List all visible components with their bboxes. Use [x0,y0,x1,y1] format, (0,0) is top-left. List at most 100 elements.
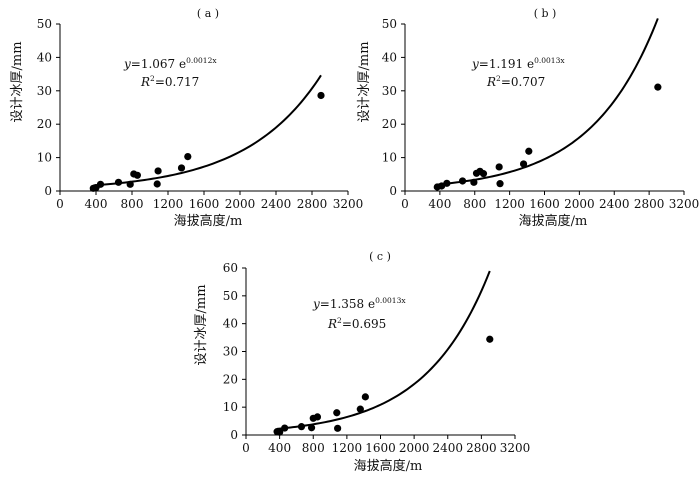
y-tick-label: 50 [37,17,52,31]
x-tick-label: 2000 [225,197,256,211]
x-tick-label: 1600 [529,197,560,211]
data-point [317,91,325,100]
y-tick-label: 10 [223,400,238,414]
panel-a-label: ( a ) [197,7,219,20]
panel-c-r-squared: R2=0.695 [327,316,386,331]
data-point [96,180,105,188]
x-tick-label: 2400 [261,197,292,211]
panel-c-points [273,335,494,436]
x-tick-label: 800 [302,441,325,455]
panel-b-y-axis-label: 设计冰厚/mm [357,41,372,122]
panel-b-r-squared: R2=0.707 [486,74,545,89]
panel-a-y-tick-labels: 0 10 20 30 40 50 [37,17,52,198]
data-point [177,164,186,172]
panel-c-equation: y=1.358 e0.0013x [312,296,406,311]
data-point [154,167,162,175]
panel-b: ( b ) 0 10 20 30 40 50 0 400 800 1200 1600 2000 240… [357,7,699,229]
x-tick-label: 1600 [189,197,220,211]
data-point [479,170,488,178]
data-point [307,424,316,432]
data-point [153,180,161,188]
y-tick-label: 50 [223,289,238,303]
data-point [126,180,134,188]
panel-b-points [433,83,662,191]
y-tick-label: 60 [223,261,238,275]
data-point [654,83,662,91]
panel-b-x-axis-label: 海拔高度/m [519,213,588,229]
y-tick-label: 30 [223,345,238,359]
data-point [276,428,284,436]
data-point [458,177,467,185]
panel-c-fit-curve [277,270,491,430]
data-point [496,180,504,188]
data-point [361,393,369,401]
x-tick-label: 3200 [669,197,700,211]
panel-a-x-tick-labels: 0 400 800 1200 1600 2000 2400 2800 3200 [56,197,363,211]
panel-c-y-tick-labels: 0 10 20 30 40 50 60 [223,261,238,442]
data-point [333,409,341,417]
y-tick-label: 10 [382,151,397,165]
x-tick-label: 800 [463,197,486,211]
y-tick-label: 40 [382,50,397,64]
panel-a-fit-curve [93,74,322,187]
y-tick-label: 40 [37,50,52,64]
panel-a: ( a ) 0 10 20 30 40 50 0 400 800 1200 1600 2000 240… [10,7,363,229]
x-tick-label: 2800 [634,197,665,211]
x-tick-label: 2400 [599,197,630,211]
panel-b-equation: y=1.191 e0.0013x [471,56,565,71]
y-tick-label: 20 [37,117,52,131]
x-tick-label: 400 [85,197,108,211]
x-tick-label: 800 [121,197,144,211]
data-point [184,152,192,161]
y-tick-label: 20 [382,117,397,131]
panel-a-points [89,91,325,192]
data-point [313,413,322,421]
data-point [519,160,528,168]
panel-b-y-tick-labels: 0 10 20 30 40 50 [382,17,397,198]
x-tick-label: 2800 [466,441,497,455]
x-tick-label: 2000 [564,197,595,211]
y-tick-label: 10 [37,151,52,165]
y-tick-label: 20 [223,372,238,386]
x-tick-label: 400 [428,197,451,211]
y-tick-label: 30 [37,84,52,98]
panel-b-tick-marks [401,23,685,195]
data-point [525,147,533,155]
data-point [297,423,306,431]
data-point [443,179,451,187]
x-tick-label: 1600 [365,441,396,455]
data-point [486,335,494,343]
data-point [495,163,503,171]
panel-a-x-axis-label: 海拔高度/m [174,213,243,229]
panel-c-y-axis-label: 设计冰厚/mm [194,284,209,365]
data-point [281,424,289,432]
panel-b-x-tick-labels: 0 400 800 1200 1600 2000 2400 2800 3200 [401,197,699,211]
x-tick-label: 3200 [500,441,531,455]
data-point [356,405,364,413]
x-tick-label: 0 [56,197,64,211]
x-tick-label: 400 [268,441,291,455]
x-tick-label: 0 [242,441,250,455]
data-point [114,178,123,186]
x-tick-label: 1200 [332,441,363,455]
x-tick-label: 2000 [399,441,430,455]
data-point [470,178,478,186]
x-tick-label: 1200 [494,197,525,211]
data-point [133,171,141,179]
panel-b-label: ( b ) [534,7,557,20]
y-tick-label: 30 [382,84,397,98]
panel-b-fit-curve [437,18,659,186]
panel-a-tick-marks [56,23,349,195]
panel-a-r-squared: R2=0.717 [140,74,199,89]
x-tick-label: 2800 [297,197,328,211]
y-tick-label: 0 [230,428,238,442]
panel-c-x-axis-label: 海拔高度/m [354,458,423,474]
x-tick-label: 3200 [333,197,364,211]
x-tick-label: 0 [401,197,409,211]
panel-c-x-tick-labels: 0 400 800 1200 1600 2000 2400 2800 3200 [242,441,530,455]
y-tick-label: 50 [382,17,397,31]
panel-c-tick-marks [242,267,516,439]
panel-a-equation: y=1.067 e0.0012x [123,56,217,71]
